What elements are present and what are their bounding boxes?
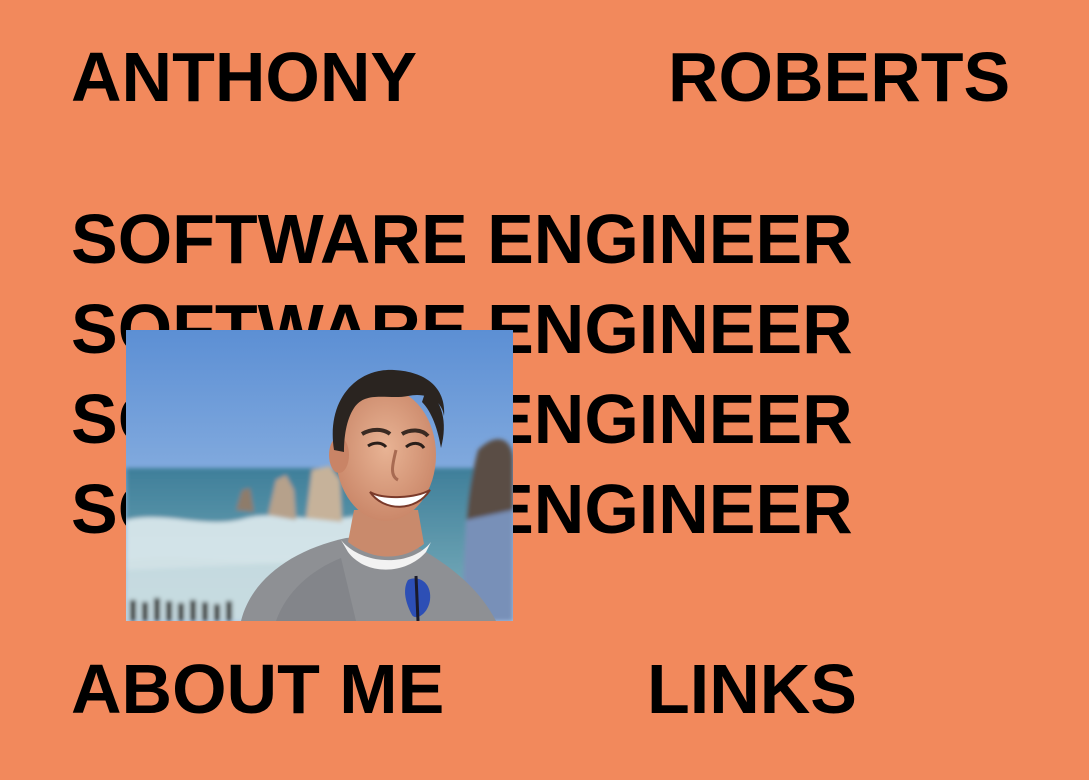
portrait-photo-image xyxy=(126,330,513,621)
about-me-link[interactable]: ABOUT ME xyxy=(71,650,445,728)
last-name-heading: ROBERTS xyxy=(668,38,1011,116)
role-title: SOFTWARE ENGINEER xyxy=(71,200,853,278)
profile-photo xyxy=(126,330,513,621)
links-link[interactable]: LINKS xyxy=(647,650,857,728)
first-name-heading: ANTHONY xyxy=(71,38,418,116)
